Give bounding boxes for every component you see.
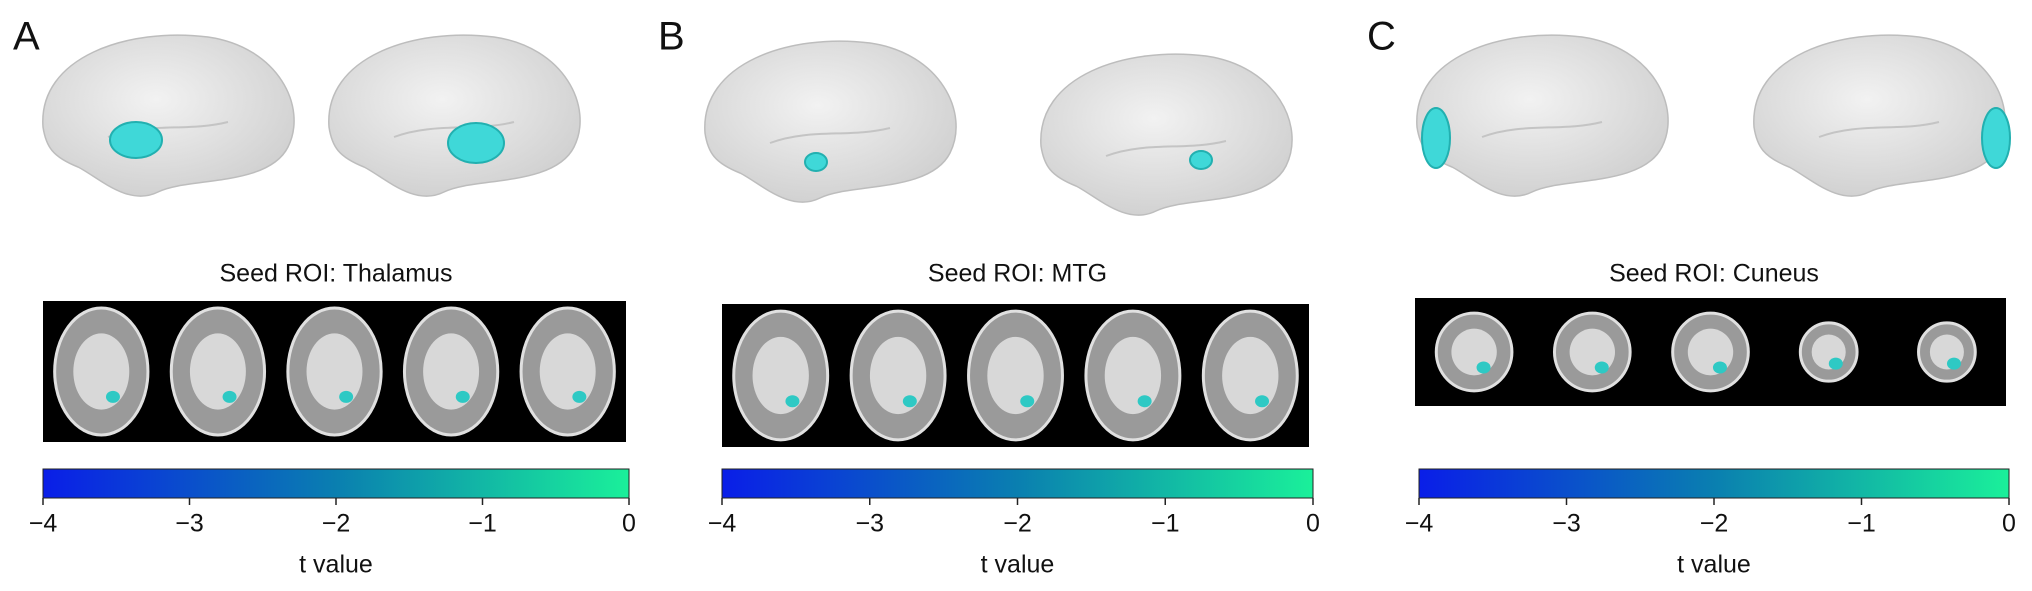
roi-blob <box>1189 150 1213 170</box>
colorbar-tick-label: −2 <box>1003 510 1032 538</box>
slice-activation <box>222 390 237 403</box>
brain-slice-inner <box>987 336 1044 415</box>
brain-slice-inner <box>869 336 927 415</box>
slice-activation <box>1712 361 1727 374</box>
colorbar-label: t value <box>981 551 1055 579</box>
seed-title: Seed ROI: MTG <box>928 260 1107 288</box>
slice-activation <box>1020 395 1035 408</box>
colorbar-tick-label: −2 <box>1700 510 1729 538</box>
slice-activation <box>1946 357 1961 370</box>
slice-activation <box>1594 361 1609 374</box>
colorbar-tick-label: −4 <box>1405 510 1434 538</box>
colorbar-tick-label: −3 <box>855 510 884 538</box>
colorbar-tick-label: −1 <box>1151 510 1180 538</box>
colorbar-tick-label: −3 <box>1552 510 1581 538</box>
seed-title: Seed ROI: Cuneus <box>1609 260 1819 288</box>
panel-label: A <box>13 15 40 59</box>
roi-blob <box>447 122 505 164</box>
colorbar <box>721 468 1314 499</box>
colorbar-tick-label: −4 <box>708 510 737 538</box>
seed-title: Seed ROI: Thalamus <box>220 260 453 288</box>
brain-sulcus <box>1105 140 1227 157</box>
slice-activation <box>1137 395 1152 408</box>
slice-activation <box>572 390 587 403</box>
colorbar-tick-label: 0 <box>622 510 636 538</box>
colorbar-tick-label: −3 <box>175 510 204 538</box>
brain-surface <box>42 34 295 197</box>
brain-slice-inner <box>752 336 809 415</box>
roi-blob <box>1421 107 1451 169</box>
slice-activation <box>339 390 354 403</box>
brain-slice-inner <box>306 333 363 410</box>
brain-slice-inner <box>1104 336 1162 415</box>
roi-blob <box>1981 107 2011 169</box>
slice-activation <box>1476 361 1491 374</box>
colorbar-tick-label: −4 <box>29 510 58 538</box>
colorbar <box>1418 468 2010 499</box>
colorbar-tick-label: −1 <box>468 510 497 538</box>
brain-slice-inner <box>73 333 130 410</box>
brain-surface <box>328 34 581 197</box>
slice-activation <box>105 390 120 403</box>
panel-label: C <box>1367 15 1396 59</box>
brain-slice-inner <box>423 333 480 410</box>
slice-activation <box>902 395 917 408</box>
brain-slice-inner <box>1222 336 1279 415</box>
brain-slice-inner <box>539 333 596 410</box>
roi-blob <box>804 152 828 172</box>
brain-sulcus <box>769 127 891 144</box>
slice-activation <box>1828 357 1843 370</box>
colorbar-label: t value <box>299 551 373 579</box>
colorbar-tick-label: −1 <box>1847 510 1876 538</box>
brain-sulcus <box>393 121 515 138</box>
brain-sulcus <box>1481 121 1603 138</box>
brain-sulcus <box>1818 121 1940 138</box>
roi-blob <box>109 121 163 159</box>
colorbar-label: t value <box>1677 551 1751 579</box>
brain-slice-inner <box>189 333 246 410</box>
slice-activation <box>455 390 470 403</box>
colorbar-tick-label: 0 <box>2002 510 2016 538</box>
colorbar <box>42 468 630 499</box>
slice-activation <box>1255 395 1270 408</box>
colorbar-tick-label: 0 <box>1306 510 1320 538</box>
slice-activation <box>785 395 800 408</box>
brain-surface <box>1416 34 1669 197</box>
brain-surface <box>1753 34 2006 197</box>
panel-label: B <box>658 15 685 59</box>
brain-surface <box>1040 53 1293 216</box>
colorbar-tick-label: −2 <box>322 510 351 538</box>
brain-surface <box>704 40 957 203</box>
